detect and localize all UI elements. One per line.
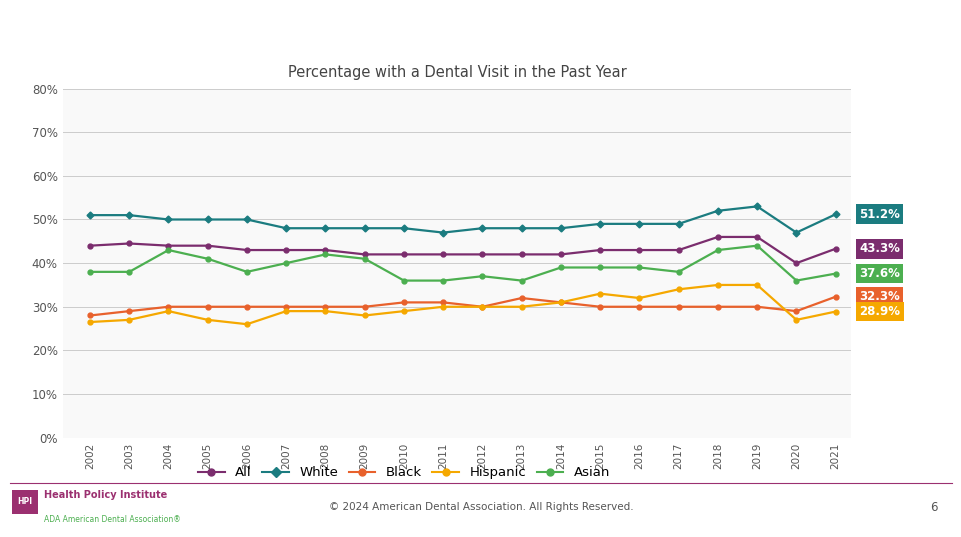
Text: 32.3%: 32.3% (858, 290, 899, 303)
Text: 6: 6 (929, 501, 937, 514)
Text: 28.9%: 28.9% (858, 305, 899, 318)
Text: © 2024 American Dental Association. All Rights Reserved.: © 2024 American Dental Association. All … (329, 502, 632, 512)
Text: Dental Care Use by Race/Ethnicity: Dental Care Use by Race/Ethnicity (17, 30, 658, 62)
Text: 43.3%: 43.3% (858, 242, 899, 255)
Title: Percentage with a Dental Visit in the Past Year: Percentage with a Dental Visit in the Pa… (287, 66, 626, 81)
Text: 51.2%: 51.2% (858, 208, 899, 221)
Text: ADA American Dental Association®: ADA American Dental Association® (44, 515, 181, 524)
Text: Health Policy Institute: Health Policy Institute (44, 490, 167, 500)
Legend: All, White, Black, Hispanic, Asian: All, White, Black, Hispanic, Asian (193, 461, 614, 485)
Text: HPI: HPI (17, 497, 33, 506)
Text: 37.6%: 37.6% (858, 267, 899, 280)
FancyBboxPatch shape (12, 490, 38, 513)
